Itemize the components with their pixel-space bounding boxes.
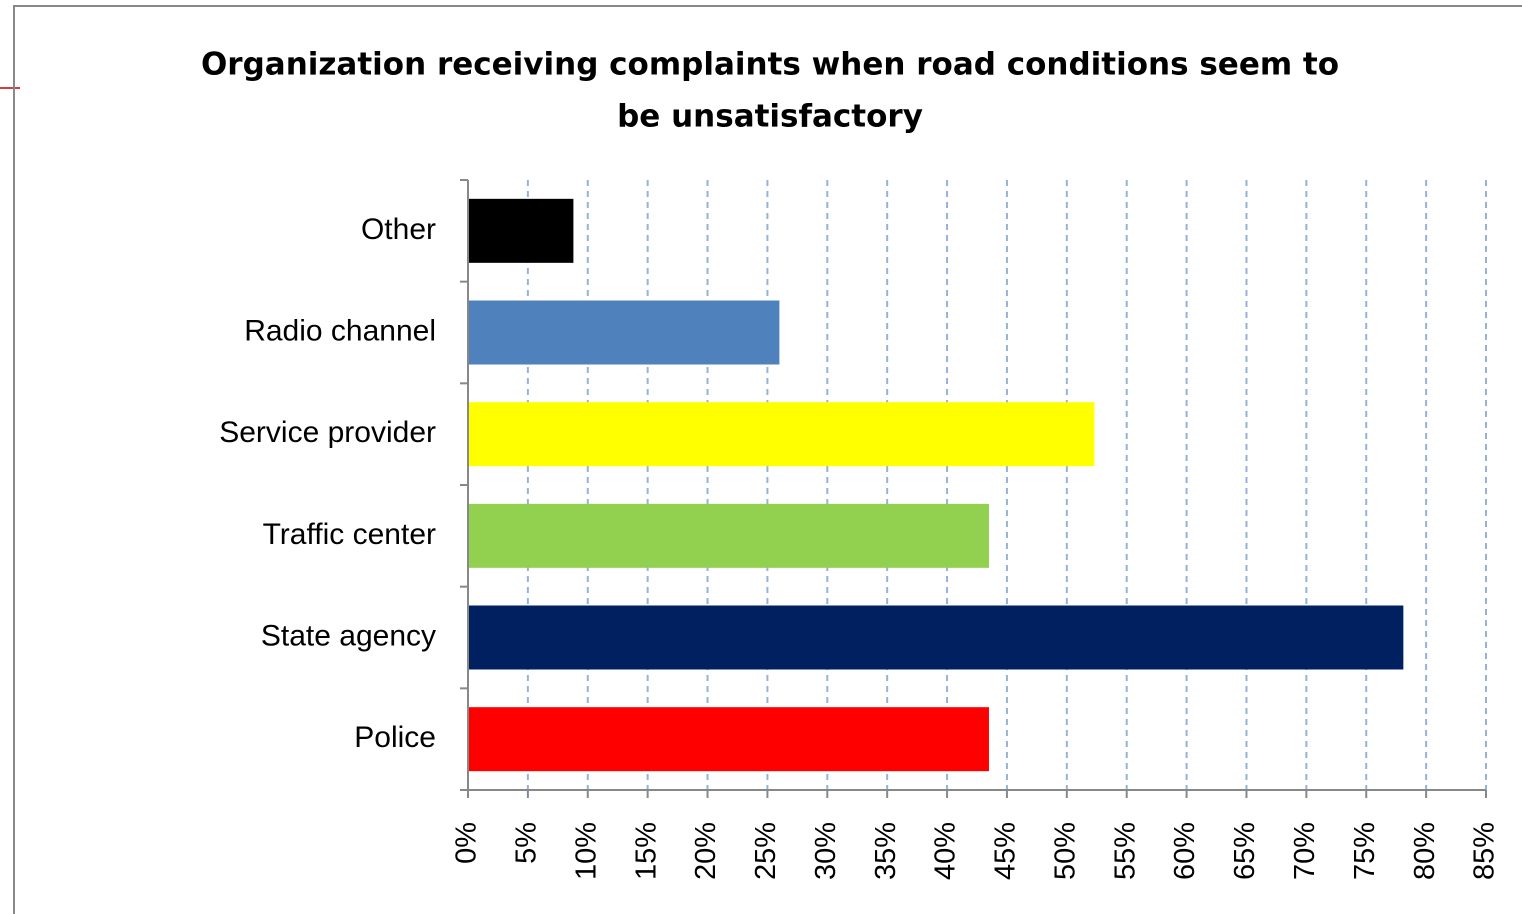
x-tick-label: 10% <box>570 822 602 880</box>
bar <box>468 605 1404 670</box>
x-tick-label: 75% <box>1349 822 1381 880</box>
x-tick-label: 80% <box>1409 822 1441 880</box>
x-tick-label: 45% <box>990 822 1022 880</box>
chart-frame <box>13 5 1522 914</box>
y-tick-label: Police <box>354 721 436 754</box>
x-tick-label: 60% <box>1169 822 1201 880</box>
x-tick-label: 30% <box>810 822 842 880</box>
y-tick-label: Other <box>361 213 436 246</box>
bar <box>468 402 1095 467</box>
x-tick-label: 5% <box>511 822 543 864</box>
x-tick-label: 70% <box>1289 822 1321 880</box>
y-tick-label: State agency <box>261 619 436 652</box>
x-tick-label: 20% <box>690 822 722 880</box>
x-tick-label: 25% <box>750 822 782 880</box>
chart-title: be unsatisfactory <box>617 99 923 135</box>
x-tick-label: 15% <box>630 822 662 880</box>
bar <box>468 198 574 263</box>
x-tick-label: 35% <box>870 822 902 880</box>
y-tick-label: Service provider <box>219 416 436 449</box>
bar <box>468 503 989 568</box>
x-tick-label: 40% <box>930 822 962 880</box>
x-tick-label: 0% <box>451 822 483 864</box>
x-tick-label: 50% <box>1049 822 1081 880</box>
bar <box>468 707 989 772</box>
chart-title: Organization receiving complaints when r… <box>201 47 1339 83</box>
x-tick-label: 55% <box>1109 822 1141 880</box>
bar <box>468 300 780 365</box>
y-tick-label: Radio channel <box>244 314 436 347</box>
x-tick-label: 65% <box>1229 822 1261 880</box>
y-tick-label: Traffic center <box>263 518 436 551</box>
x-tick-label: 85% <box>1469 822 1501 880</box>
